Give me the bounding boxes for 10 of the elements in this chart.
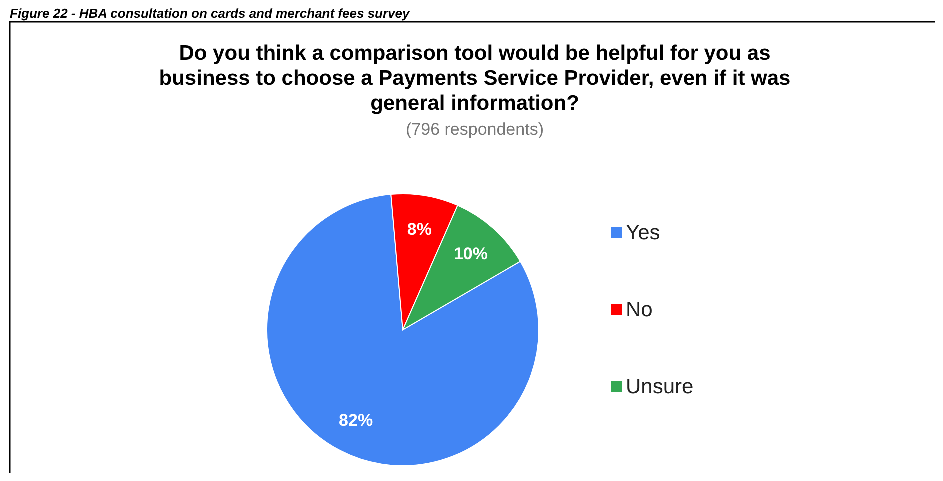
- caption: Figure 22 - HBA consultation on cards and merchant fees survey: [10, 6, 410, 21]
- legend-label: Yes: [626, 222, 660, 244]
- chart-subtitle: (796 respondents): [406, 120, 544, 139]
- legend-label: No: [626, 298, 653, 322]
- legend-label: Unsure: [626, 376, 694, 398]
- data-label: 10%: [454, 244, 488, 264]
- chart-title: Do you think a comparison tool would be helpful for you as business to choose a Payments Service Provider, even if it was general information?: [159, 42, 791, 115]
- data-label: 82%: [339, 411, 374, 430]
- pie-slice: [266, 194, 540, 466]
- data-label: 8%: [407, 220, 432, 239]
